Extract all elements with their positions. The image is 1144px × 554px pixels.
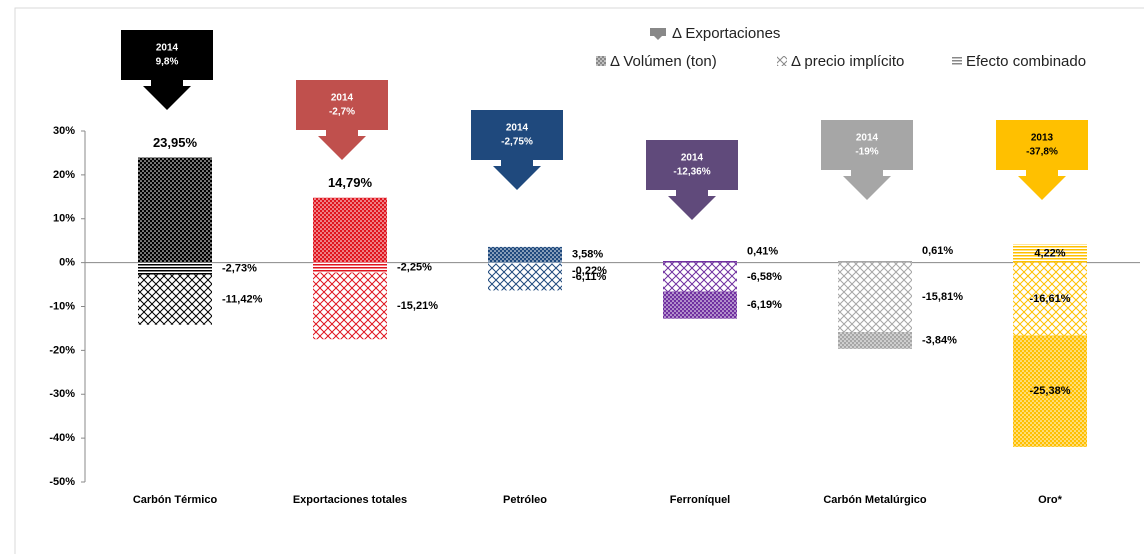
x-tick-label: Petróleo xyxy=(503,494,547,506)
data-label: 4,22% xyxy=(1034,247,1065,259)
legend-marker xyxy=(650,28,666,40)
data-label: -15,21% xyxy=(397,300,438,312)
bar-segment xyxy=(488,262,562,264)
x-tick-label: Carbón Térmico xyxy=(133,494,218,506)
bar-segment xyxy=(488,246,562,263)
bar-segment xyxy=(838,331,912,349)
export-callout xyxy=(121,30,213,110)
frame xyxy=(14,7,1144,554)
y-tick-label: -40% xyxy=(49,432,75,444)
y-tick-label: -50% xyxy=(49,476,75,488)
bar-segment xyxy=(488,263,562,291)
export-year: 2014 xyxy=(856,133,879,144)
data-label: 0,61% xyxy=(922,245,953,257)
data-label: -11,42% xyxy=(222,294,263,306)
x-tick-label: Ferroníquel xyxy=(670,494,731,506)
bar-segment xyxy=(1013,335,1087,447)
bar-segment xyxy=(1013,244,1087,263)
export-year: 2014 xyxy=(156,43,179,54)
export-year: 2014 xyxy=(681,153,704,164)
bar-segment xyxy=(138,262,212,275)
data-label: 3,58% xyxy=(572,249,603,261)
x-tick-label: Exportaciones totales xyxy=(293,494,407,506)
bar-segment xyxy=(313,197,387,263)
y-tick-label: 30% xyxy=(53,125,75,137)
x-tick-label: Oro* xyxy=(1038,494,1063,506)
data-label: -2,73% xyxy=(222,263,257,275)
bar-segment xyxy=(138,274,212,325)
y-tick-label: 20% xyxy=(53,169,75,181)
y-tick-label: -20% xyxy=(49,344,75,356)
legend-label: Δ Volúmen (ton) xyxy=(610,53,717,70)
export-value: -12,36% xyxy=(673,167,710,178)
data-label: 0,41% xyxy=(747,246,778,258)
export-value: -2,75% xyxy=(501,137,533,148)
data-label: -15,81% xyxy=(922,291,963,303)
export-callout xyxy=(296,80,388,160)
y-tick-label: 0% xyxy=(59,257,75,269)
data-label: 14,79% xyxy=(328,175,373,190)
data-label: -0,22% xyxy=(572,265,607,277)
bar-segment xyxy=(313,272,387,340)
export-year: 2014 xyxy=(331,93,354,104)
legend-label: Δ Exportaciones xyxy=(672,25,780,42)
export-callout xyxy=(996,120,1088,200)
export-callout xyxy=(821,120,913,200)
export-callout xyxy=(471,110,563,190)
export-value: 9,8% xyxy=(156,57,179,68)
y-tick-label: 10% xyxy=(53,213,75,225)
bar-segment xyxy=(1013,262,1087,336)
export-value: -2,7% xyxy=(329,107,355,118)
bar-segment xyxy=(663,291,737,319)
data-label: -16,61% xyxy=(1030,293,1071,305)
data-label: -2,25% xyxy=(397,261,432,273)
data-label: -6,58% xyxy=(747,271,782,283)
data-label: 23,95% xyxy=(153,135,198,150)
x-tick-label: Carbón Metalúrgico xyxy=(823,494,927,506)
legend-swatch xyxy=(777,56,787,66)
data-label: -6,19% xyxy=(747,299,782,311)
data-label: -3,84% xyxy=(922,334,957,346)
export-value: -19% xyxy=(855,147,878,158)
bar-segment xyxy=(838,259,912,263)
legend-swatch xyxy=(952,56,962,66)
bar-segment xyxy=(838,262,912,332)
bar-segment xyxy=(663,260,737,263)
data-label: -6,11% xyxy=(572,271,606,283)
data-label: -25,38% xyxy=(1030,385,1071,397)
export-year: 2013 xyxy=(1031,133,1054,144)
export-value: -37,8% xyxy=(1026,147,1058,158)
bar-segment xyxy=(663,262,737,292)
y-tick-label: -30% xyxy=(49,388,75,400)
y-tick-label: -10% xyxy=(49,300,75,312)
export-year: 2014 xyxy=(506,123,529,134)
export-callout xyxy=(646,140,738,220)
legend-swatch xyxy=(596,56,606,66)
bar-segment xyxy=(138,157,212,263)
legend-label: Δ precio implícito xyxy=(791,53,904,70)
bar-segment xyxy=(313,262,387,273)
legend-label: Efecto combinado xyxy=(966,53,1086,70)
